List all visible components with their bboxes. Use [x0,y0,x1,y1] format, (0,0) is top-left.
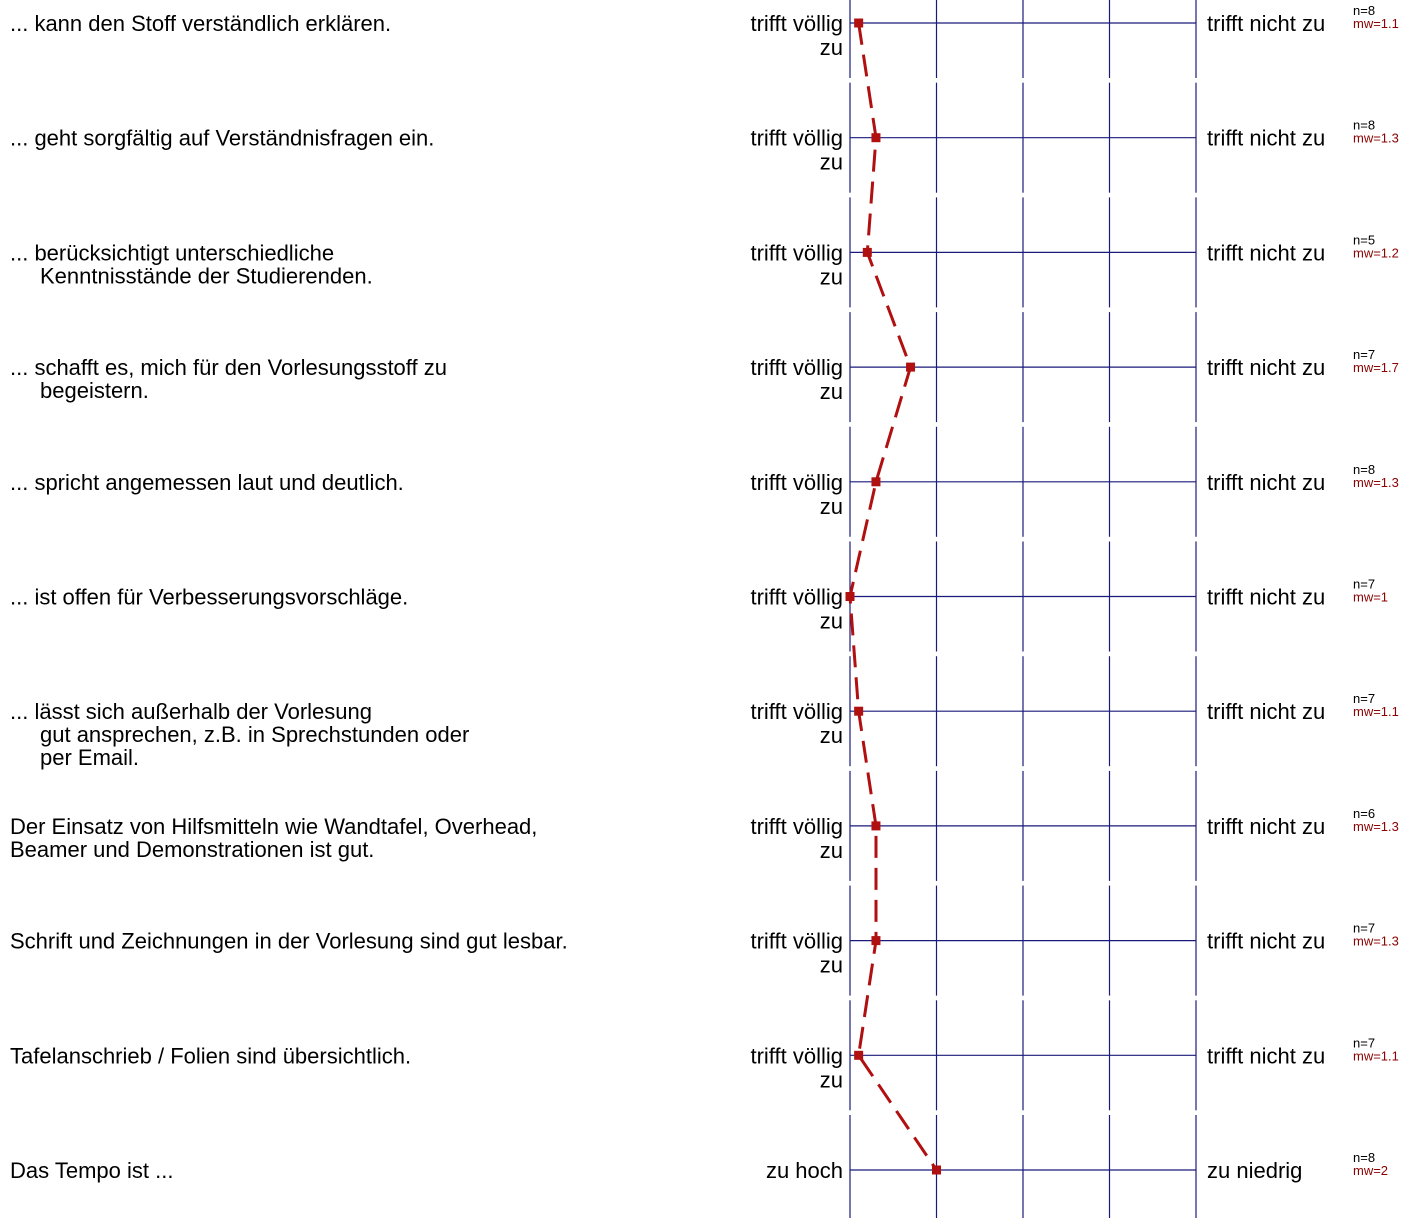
right-anchor-label: trifft nicht zu [1207,929,1325,954]
question-text: ... schafft es, mich für den Vorlesungss… [10,355,447,380]
right-anchor-label: trifft nicht zu [1207,355,1325,380]
question-row [849,885,1197,996]
question-text: ... spricht angemessen laut und deutlich… [10,470,404,495]
left-anchor-label: trifft völlig zu [750,929,843,978]
mean-marker [871,477,881,487]
question-text: Das Tempo ist ... [10,1158,173,1183]
right-anchor-label: trifft nicht zu [1207,11,1325,36]
question-text: Beamer und Demonstrationen ist gut. [10,837,374,862]
stat-n-label: n=8 [1353,462,1375,477]
left-anchor-label: trifft völlig zu [750,126,843,175]
right-anchor-label: trifft nicht zu [1207,585,1325,610]
question-text: per Email. [40,745,139,770]
mean-marker [854,706,864,716]
left-anchor-label: trifft völlig zu [750,470,843,519]
right-anchor-label: trifft nicht zu [1207,240,1325,265]
question-row [849,0,1197,78]
question-row [849,656,1197,767]
mean-marker [854,1050,864,1060]
question-row [849,312,1197,423]
question-row [849,770,1197,881]
question-text: begeistern. [40,378,149,403]
stat-n-label: n=7 [1353,347,1375,362]
question-text: ... geht sorgfältig auf Verständnisfrage… [10,126,434,151]
left-anchor-label: trifft völlig zu [750,699,843,748]
mean-marker [845,592,855,601]
stat-mw-label: mw=1.1 [1353,16,1399,31]
right-anchor-label: trifft nicht zu [1207,126,1325,151]
mean-marker [871,821,881,831]
stat-n-label: n=6 [1353,806,1375,821]
stat-n-label: n=8 [1353,3,1375,18]
right-anchor-label: trifft nicht zu [1207,1043,1325,1068]
stat-n-label: n=8 [1353,1150,1375,1165]
stat-mw-label: mw=1.1 [1353,1048,1399,1063]
mean-marker [906,362,916,372]
mean-marker [932,1165,941,1175]
left-anchor-label: trifft völlig zu [750,240,843,289]
question-row [849,426,1197,537]
stat-n-label: n=8 [1353,118,1375,133]
stat-mw-label: mw=1.3 [1353,934,1399,949]
mean-marker [862,247,872,257]
stat-mw-label: mw=1.3 [1353,131,1399,146]
question-row [849,541,1197,652]
left-anchor-label: trifft völlig zu [750,585,843,634]
question-row [849,1000,1197,1111]
labels: ... kann den Stoff verständlich erklären… [10,3,1399,1183]
question-text: ... ist offen für Verbesserungsvorschläg… [10,585,408,610]
axis-grid [849,0,1197,1218]
stat-mw-label: mw=1.3 [1353,475,1399,490]
question-row [849,1115,1197,1218]
stat-mw-label: mw=1.7 [1353,360,1399,375]
left-anchor-label: zu hoch [766,1158,843,1183]
mean-marker [871,936,881,946]
question-text: Kenntnisstände der Studierenden. [40,263,373,288]
question-text: Der Einsatz von Hilfsmitteln wie Wandtaf… [10,814,537,839]
left-anchor-label: trifft völlig zu [750,355,843,404]
left-anchor-label: trifft völlig zu [750,814,843,863]
stat-mw-label: mw=2 [1353,1163,1388,1178]
question-row [849,197,1197,308]
right-anchor-label: trifft nicht zu [1207,699,1325,724]
question-text: Schrift und Zeichnungen in der Vorlesung… [10,929,568,954]
right-anchor-label: trifft nicht zu [1207,814,1325,839]
question-text: ... lässt sich außerhalb der Vorlesung [10,699,372,724]
mean-marker [871,133,881,143]
mean-marker [854,18,864,28]
right-anchor-label: trifft nicht zu [1207,470,1325,495]
left-anchor-label: trifft völlig zu [750,11,843,60]
question-text: ... kann den Stoff verständlich erklären… [10,11,391,36]
question-text: gut ansprechen, z.B. in Sprechstunden od… [40,722,469,747]
mean-profile [845,18,941,1175]
question-text: Tafelanschrieb / Folien sind übersichtli… [10,1043,411,1068]
right-anchor-label: zu niedrig [1207,1158,1302,1183]
stat-n-label: n=7 [1353,577,1375,592]
stat-mw-label: mw=1.3 [1353,819,1399,834]
left-anchor-label: trifft völlig zu [750,1043,843,1092]
question-text: ... berücksichtigt unterschiedliche [10,240,334,265]
stat-mw-label: mw=1.1 [1353,704,1399,719]
stat-mw-label: mw=1 [1353,590,1388,605]
stat-n-label: n=7 [1353,691,1375,706]
stat-n-label: n=7 [1353,921,1375,936]
stat-mw-label: mw=1.2 [1353,245,1399,260]
stat-n-label: n=7 [1353,1035,1375,1050]
stat-n-label: n=5 [1353,232,1375,247]
question-row [849,82,1197,193]
